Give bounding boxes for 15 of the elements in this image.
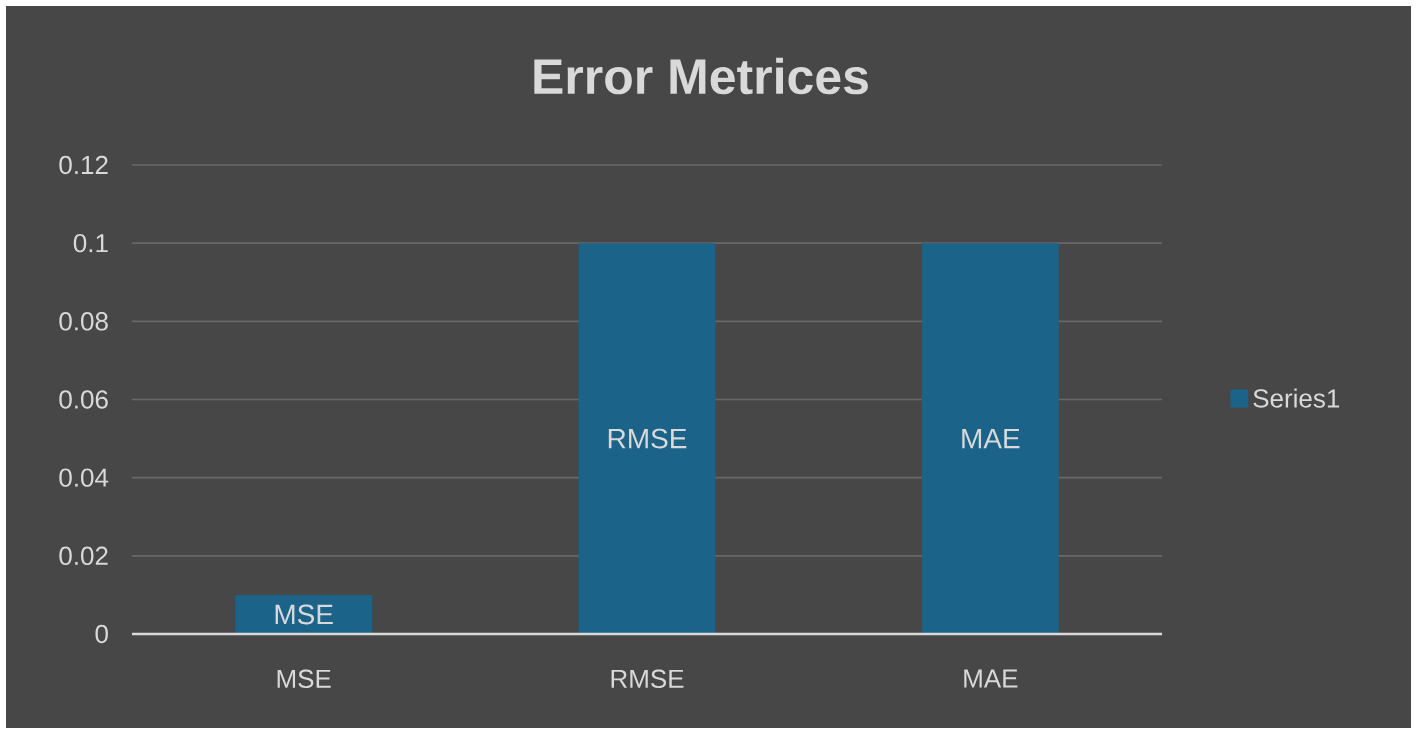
y-tick-label: 0.02 (59, 546, 108, 566)
data-label: RMSE (608, 428, 687, 449)
y-tick-label: 0.1 (73, 233, 108, 253)
y-tick-label: 0.04 (59, 468, 109, 487)
data-label: MAE (962, 428, 1020, 449)
x-tick-label: MAE (964, 669, 1018, 688)
x-tick-label: MSE (277, 669, 331, 689)
y-tick-label: 0 (95, 624, 108, 644)
y-tick-label: 0.06 (59, 390, 108, 409)
data-label: MSE (275, 604, 333, 625)
legend-label: Series1 (1253, 388, 1340, 408)
y-tick-label: 0.12 (59, 155, 108, 175)
x-tick-label: RMSE (611, 669, 684, 689)
chart-title: Error Metrices (534, 57, 868, 95)
y-tick-label: 0.08 (59, 312, 108, 331)
